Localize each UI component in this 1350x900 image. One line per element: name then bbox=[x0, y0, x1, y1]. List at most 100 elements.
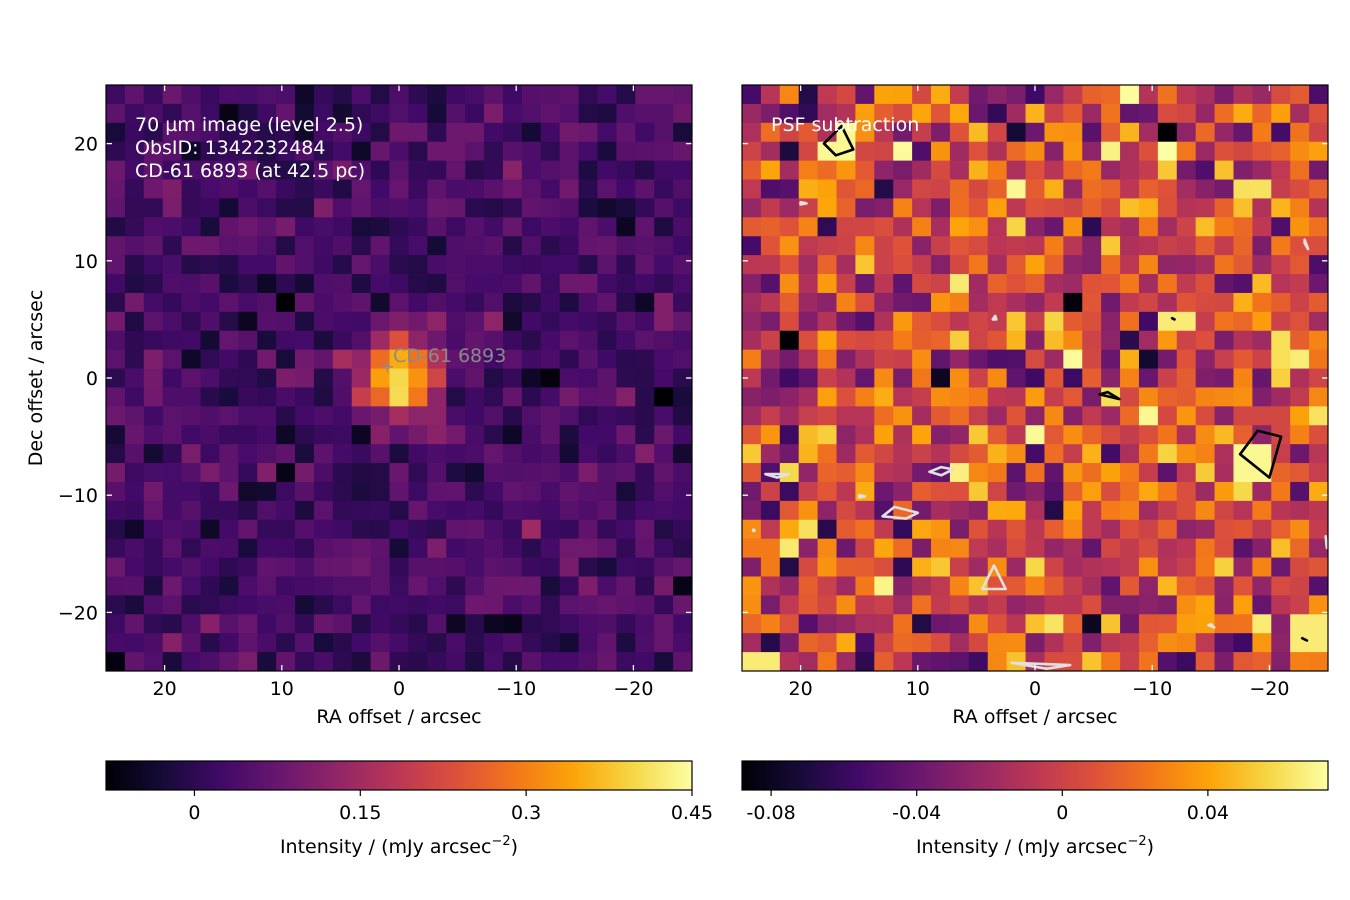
heatmap-pixel bbox=[484, 217, 504, 237]
heatmap-pixel bbox=[1157, 160, 1178, 180]
heatmap-pixel bbox=[446, 425, 466, 445]
heatmap-pixel bbox=[484, 274, 504, 294]
right-colorbar-ticks: -0.08 -0.04 0 0.04 bbox=[747, 790, 1229, 824]
heatmap-pixel bbox=[1101, 122, 1121, 143]
heatmap-pixel bbox=[276, 198, 296, 218]
heatmap-pixel bbox=[1214, 444, 1234, 464]
heatmap-pixel bbox=[635, 500, 655, 521]
heatmap-pixel bbox=[257, 330, 277, 351]
heatmap-pixel bbox=[1138, 217, 1159, 237]
heatmap-pixel bbox=[257, 387, 277, 407]
heatmap-pixel bbox=[313, 85, 334, 105]
heatmap-pixel bbox=[779, 236, 800, 256]
heatmap-pixel bbox=[855, 292, 875, 313]
heatmap-pixel bbox=[855, 255, 875, 275]
heatmap-pixel bbox=[949, 633, 970, 653]
heatmap-pixel bbox=[597, 652, 617, 671]
heatmap-pixel bbox=[1006, 103, 1026, 124]
heatmap-pixel bbox=[238, 349, 258, 369]
heatmap-pixel bbox=[502, 179, 523, 199]
heatmap-pixel bbox=[817, 500, 837, 521]
heatmap-pixel bbox=[1138, 179, 1159, 199]
heatmap-pixel bbox=[200, 255, 220, 275]
heatmap-pixel bbox=[968, 652, 989, 671]
heatmap-pixel bbox=[276, 311, 296, 332]
heatmap-pixel bbox=[1271, 160, 1291, 180]
heatmap-pixel bbox=[817, 444, 837, 464]
heatmap-pixel bbox=[779, 255, 800, 275]
heatmap-pixel bbox=[1252, 633, 1272, 653]
heatmap-pixel bbox=[181, 198, 201, 218]
heatmap-pixel bbox=[521, 255, 542, 275]
heatmap-pixel bbox=[1044, 255, 1064, 275]
heatmap-pixel bbox=[446, 311, 466, 332]
heatmap-pixel bbox=[673, 444, 692, 464]
heatmap-pixel bbox=[597, 85, 617, 105]
heatmap-pixel bbox=[1252, 122, 1272, 143]
heatmap-pixel bbox=[351, 141, 372, 162]
heatmap-pixel bbox=[1006, 217, 1026, 237]
heatmap-pixel bbox=[200, 103, 220, 124]
heatmap-pixel bbox=[1063, 179, 1083, 199]
heatmap-pixel bbox=[257, 141, 277, 162]
heatmap-pixel bbox=[559, 387, 579, 407]
heatmap-pixel bbox=[502, 122, 523, 143]
heatmap-pixel bbox=[987, 406, 1008, 426]
heatmap-pixel bbox=[1044, 614, 1064, 634]
heatmap-pixel bbox=[1138, 463, 1159, 483]
heatmap-pixel bbox=[502, 198, 523, 218]
heatmap-pixel bbox=[502, 387, 523, 407]
heatmap-pixel bbox=[295, 633, 315, 653]
heatmap-pixel bbox=[1233, 85, 1253, 105]
heatmap-pixel bbox=[1176, 652, 1197, 671]
heatmap-pixel bbox=[817, 85, 837, 105]
heatmap-pixel bbox=[124, 330, 145, 351]
heatmap-pixel bbox=[1271, 576, 1291, 596]
heatmap-pixel bbox=[1101, 255, 1121, 275]
heatmap-pixel bbox=[200, 595, 220, 615]
heatmap-pixel bbox=[578, 274, 598, 294]
heatmap-pixel bbox=[836, 444, 856, 464]
heatmap-pixel bbox=[1025, 444, 1045, 464]
heatmap-pixel bbox=[219, 85, 239, 105]
heatmap-pixel bbox=[616, 274, 636, 294]
heatmap-pixel bbox=[540, 292, 561, 313]
heatmap-pixel bbox=[616, 368, 636, 388]
heatmap-pixel bbox=[502, 406, 523, 426]
heatmap-pixel bbox=[427, 255, 447, 275]
heatmap-pixel bbox=[106, 274, 126, 294]
heatmap-pixel bbox=[673, 557, 692, 577]
heatmap-pixel bbox=[1006, 425, 1026, 445]
heatmap-pixel bbox=[1271, 122, 1291, 143]
heatmap-pixel bbox=[276, 463, 296, 483]
heatmap-pixel bbox=[779, 633, 800, 653]
heatmap-pixel bbox=[1157, 425, 1178, 445]
heatmap-pixel bbox=[200, 160, 220, 180]
heatmap-pixel bbox=[370, 538, 390, 558]
heatmap-pixel bbox=[219, 538, 239, 558]
heatmap-pixel bbox=[968, 633, 989, 653]
heatmap-pixel bbox=[742, 481, 762, 502]
heatmap-pixel bbox=[389, 255, 409, 275]
heatmap-pixel bbox=[106, 330, 126, 351]
heatmap-pixel bbox=[1233, 368, 1253, 388]
heatmap-pixel bbox=[408, 217, 428, 237]
heatmap-pixel bbox=[106, 292, 126, 313]
heatmap-pixel bbox=[200, 538, 220, 558]
heatmap-pixel bbox=[654, 463, 674, 483]
heatmap-pixel bbox=[502, 311, 523, 332]
heatmap-pixel bbox=[181, 538, 201, 558]
heatmap-pixel bbox=[370, 236, 390, 256]
heatmap-pixel bbox=[521, 311, 542, 332]
heatmap-pixel bbox=[521, 463, 542, 483]
heatmap-pixel bbox=[502, 217, 523, 237]
heatmap-pixel bbox=[1214, 557, 1234, 577]
heatmap-pixel bbox=[1271, 255, 1291, 275]
left-annotation: 70 µm image (level 2.5) ObsID: 134223248… bbox=[135, 114, 365, 182]
source-label: CD-61 6893 bbox=[393, 345, 506, 367]
heatmap-pixel bbox=[484, 85, 504, 105]
heatmap-pixel bbox=[370, 463, 390, 483]
heatmap-pixel bbox=[1290, 576, 1310, 596]
heatmap-pixel bbox=[313, 368, 334, 388]
heatmap-pixel bbox=[912, 85, 932, 105]
